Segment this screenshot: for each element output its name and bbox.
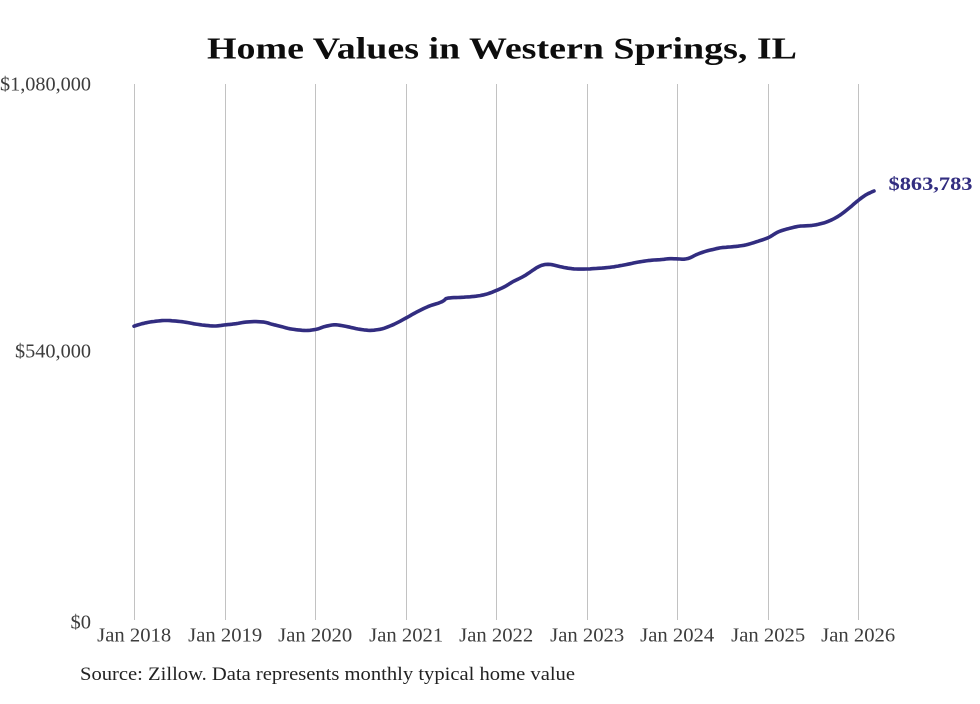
svg-text:$540,000: $540,000: [15, 341, 91, 363]
svg-text:$1,080,000: $1,080,000: [0, 74, 91, 96]
svg-text:Jan 2019: Jan 2019: [188, 625, 262, 647]
svg-text:Jan 2024: Jan 2024: [640, 625, 714, 647]
svg-text:$863,783: $863,783: [889, 174, 973, 195]
svg-text:$0: $0: [71, 612, 92, 634]
svg-text:Jan 2026: Jan 2026: [821, 625, 895, 647]
svg-text:Source: Zillow. Data represent: Source: Zillow. Data represents monthly …: [80, 664, 575, 685]
svg-text:Jan 2021: Jan 2021: [369, 625, 443, 647]
svg-text:Home Values in Western Springs: Home Values in Western Springs, IL: [207, 31, 797, 66]
svg-text:Jan 2023: Jan 2023: [550, 625, 624, 647]
svg-text:Jan 2018: Jan 2018: [97, 625, 171, 647]
svg-text:Jan 2020: Jan 2020: [278, 625, 352, 647]
svg-text:Jan 2022: Jan 2022: [459, 625, 533, 647]
svg-text:Jan 2025: Jan 2025: [731, 625, 805, 647]
